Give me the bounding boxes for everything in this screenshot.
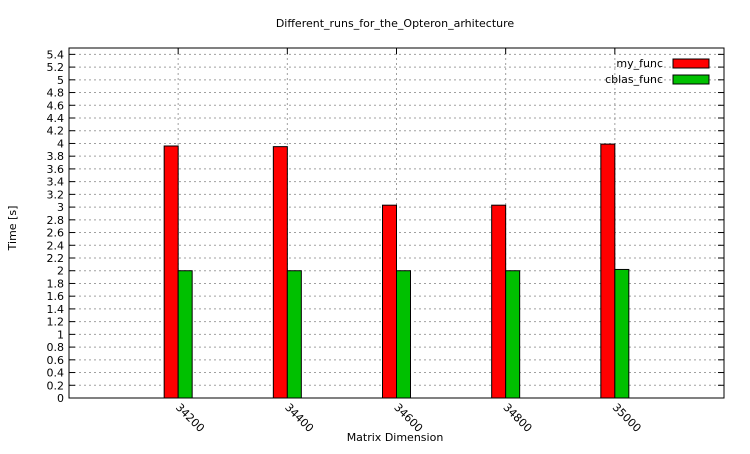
x-tick-label: 34600 — [391, 401, 425, 435]
y-tick-label: 2.8 — [47, 214, 65, 227]
bar-cblas_func — [614, 268, 630, 399]
y-tick-label: 3 — [57, 201, 64, 214]
bar-cblas_func — [177, 270, 193, 399]
plot-border — [68, 47, 725, 399]
bar-my_func — [163, 145, 179, 399]
y-tick-label: 5.4 — [47, 48, 65, 61]
y-tick-label: 0.6 — [47, 354, 65, 367]
legend-swatch — [672, 74, 710, 85]
y-tick-label: 4.4 — [47, 112, 65, 125]
bar-my_func — [600, 143, 616, 399]
y-tick-label: 1.8 — [47, 277, 65, 290]
y-tick-label: 0 — [57, 392, 64, 405]
bar-cblas_func — [505, 270, 521, 399]
x-axis-label: Matrix Dimension — [347, 431, 444, 444]
x-tick-label: 34200 — [173, 401, 207, 435]
bar-cblas_func — [396, 270, 411, 399]
x-tick-label: 35000 — [610, 401, 644, 435]
y-tick-label: 1.6 — [47, 290, 65, 303]
bar-my_func — [382, 204, 397, 399]
y-tick-label: 3.6 — [47, 163, 65, 176]
bar-cblas_func — [286, 270, 302, 399]
x-tick-label: 34800 — [501, 401, 535, 435]
y-tick-label: 0.4 — [47, 367, 65, 380]
y-tick-label: 2.6 — [47, 227, 65, 240]
legend-label: my_func — [616, 57, 663, 70]
y-tick-label: 4.6 — [47, 99, 65, 112]
x-tick-label: 34400 — [282, 401, 316, 435]
y-tick-label: 5 — [57, 74, 64, 87]
y-tick-label: 4.8 — [47, 87, 65, 100]
y-tick-label: 0.2 — [47, 379, 65, 392]
y-tick-label: 2 — [57, 265, 64, 278]
y-tick-label: 3.2 — [47, 188, 65, 201]
legend-swatch — [672, 58, 710, 69]
y-tick-label: 4.2 — [47, 125, 65, 138]
y-tick-label: 3.4 — [47, 176, 65, 189]
bar-my_func — [491, 204, 507, 399]
bar-my_func — [272, 146, 288, 399]
y-tick-label: 5.2 — [47, 61, 65, 74]
y-tick-label: 2.2 — [47, 252, 65, 265]
chart-title: Different_runs_for_the_Opteron_arhitectu… — [276, 17, 515, 30]
y-tick-label: 1 — [57, 328, 64, 341]
y-tick-label: 1.2 — [47, 316, 65, 329]
y-tick-label: 1.4 — [47, 303, 65, 316]
y-tick-label: 2.4 — [47, 239, 65, 252]
y-tick-label: 0.8 — [47, 341, 65, 354]
y-axis-label: Time [s] — [6, 206, 19, 252]
y-tick-label: 3.8 — [47, 150, 65, 163]
y-tick-label: 4 — [57, 137, 64, 150]
legend-label: cblas_func — [605, 73, 663, 86]
